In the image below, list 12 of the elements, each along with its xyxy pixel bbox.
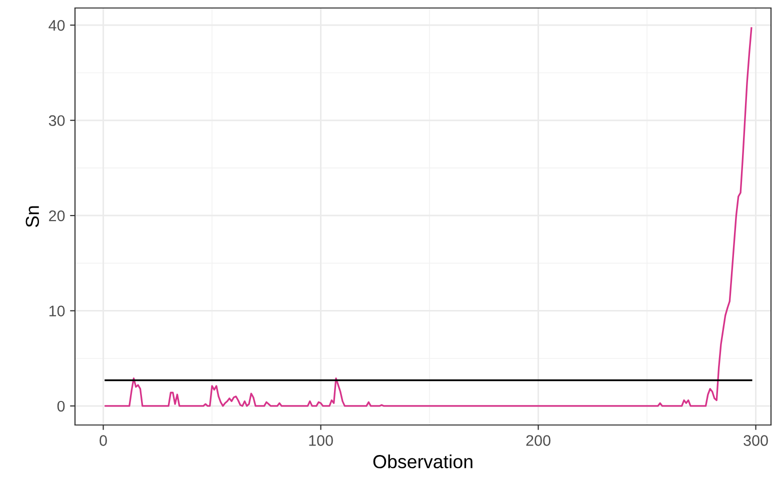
y-tick-label: 0 <box>57 400 65 412</box>
y-tick-label: 30 <box>48 115 65 126</box>
x-tick-label: 100 <box>309 435 333 446</box>
x-tick-label: 300 <box>744 435 768 446</box>
y-tick-label: 10 <box>49 306 65 316</box>
x-tick-label: 200 <box>526 435 550 446</box>
y-tick-label: 20 <box>49 210 65 222</box>
line-series <box>104 27 752 407</box>
x-axis-title: Observation <box>373 454 472 468</box>
y-tick-label: 40 <box>48 20 65 31</box>
y-axis-title: Sn <box>26 206 40 228</box>
x-tick-label: 0 <box>100 435 107 446</box>
